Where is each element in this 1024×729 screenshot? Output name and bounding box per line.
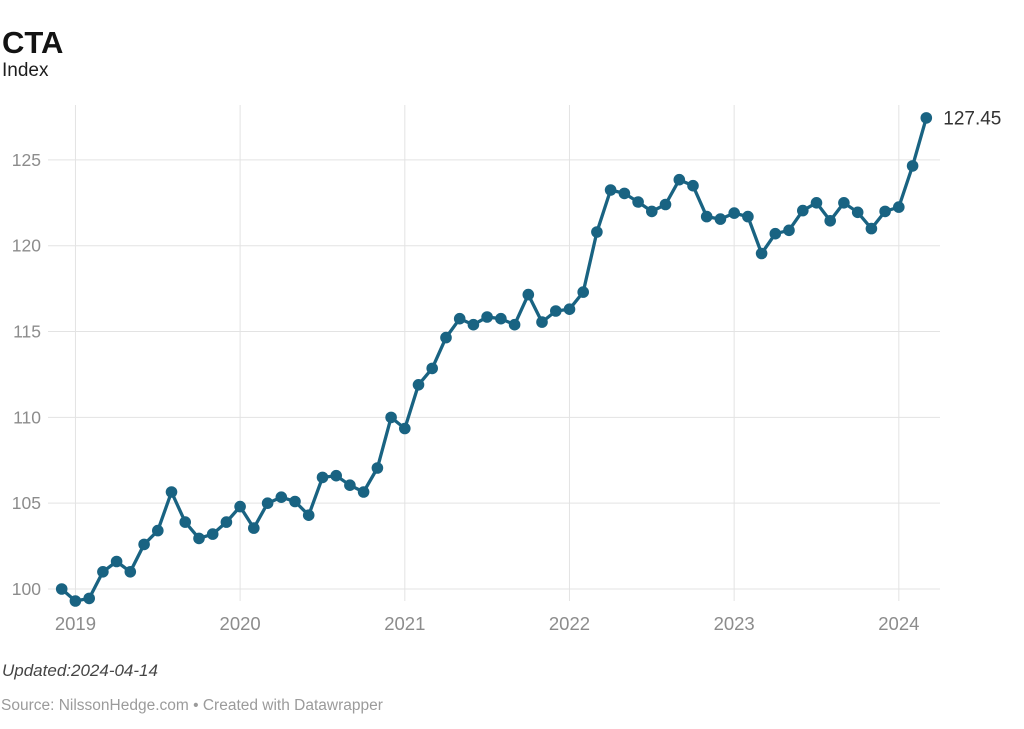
data-point — [920, 112, 933, 124]
data-point — [399, 422, 411, 435]
chart-title: CTA — [2, 24, 64, 60]
x-axis-label: 2022 — [549, 613, 590, 634]
data-point — [83, 592, 95, 605]
last-value-label: 127.45 — [943, 108, 1001, 129]
data-point — [810, 197, 823, 209]
data-point — [289, 495, 301, 508]
data-point — [330, 469, 343, 482]
data-point — [495, 312, 507, 325]
data-point — [906, 160, 919, 172]
data-point — [234, 500, 246, 513]
data-point — [467, 318, 480, 331]
data-point — [728, 207, 740, 219]
updated-note: Updated:2024-04-14 — [2, 661, 158, 680]
data-point — [550, 305, 562, 317]
data-point — [714, 213, 727, 225]
y-axis-label: 100 — [12, 579, 41, 599]
data-point — [371, 462, 384, 474]
data-point — [783, 224, 795, 237]
data-point — [879, 205, 891, 218]
data-point — [440, 331, 452, 344]
data-point — [591, 226, 603, 238]
data-point — [69, 595, 82, 607]
data-point — [206, 528, 219, 540]
data-point — [673, 173, 686, 186]
chart-subtitle: Index — [2, 60, 49, 81]
y-axis-label: 110 — [13, 407, 41, 427]
data-point — [604, 184, 617, 196]
data-point — [838, 197, 850, 209]
data-point — [659, 198, 672, 211]
data-point — [646, 205, 658, 218]
data-point — [220, 516, 233, 528]
x-axis-label: 2021 — [384, 613, 425, 634]
data-point — [110, 555, 123, 568]
data-point — [481, 311, 493, 323]
data-point — [563, 303, 576, 316]
data-point — [755, 247, 768, 260]
data-point — [97, 566, 109, 578]
data-point — [385, 411, 397, 424]
data-point — [124, 566, 137, 578]
data-point — [179, 516, 191, 528]
y-axis-label: 125 — [12, 150, 41, 170]
data-point — [742, 210, 754, 223]
data-point — [453, 312, 466, 325]
x-axis-label: 2019 — [55, 613, 96, 634]
y-axis-label: 115 — [13, 322, 41, 342]
data-point — [893, 201, 905, 213]
data-point — [522, 288, 535, 301]
source-attribution: Source: NilssonHedge.com • Created with … — [1, 697, 383, 714]
data-point — [865, 222, 878, 235]
y-axis-label: 105 — [12, 493, 41, 513]
series-line — [60, 116, 928, 603]
x-axis-label: 2020 — [220, 613, 261, 634]
y-axis-label: 120 — [12, 236, 41, 256]
data-point — [769, 227, 782, 240]
data-point — [508, 318, 521, 331]
data-point — [687, 179, 699, 192]
data-point — [302, 509, 315, 521]
data-point — [248, 522, 260, 534]
data-point — [426, 362, 439, 375]
data-point — [577, 286, 589, 298]
x-axis-label: 2024 — [878, 613, 919, 634]
data-point — [152, 524, 164, 537]
data-point — [536, 316, 548, 328]
data-point — [851, 206, 864, 219]
data-point — [55, 583, 68, 595]
data-point — [618, 187, 631, 200]
data-point — [316, 471, 329, 484]
data-point — [824, 215, 836, 227]
data-point — [700, 210, 713, 223]
data-point — [261, 497, 274, 510]
data-point — [165, 486, 178, 498]
data-point — [138, 538, 150, 551]
data-point — [632, 196, 644, 208]
data-point — [357, 486, 370, 498]
data-point — [344, 479, 356, 492]
data-point — [275, 491, 288, 504]
data-point — [412, 379, 425, 391]
data-point — [797, 204, 809, 217]
data-point — [193, 532, 205, 545]
x-axis-label: 2023 — [714, 613, 755, 634]
